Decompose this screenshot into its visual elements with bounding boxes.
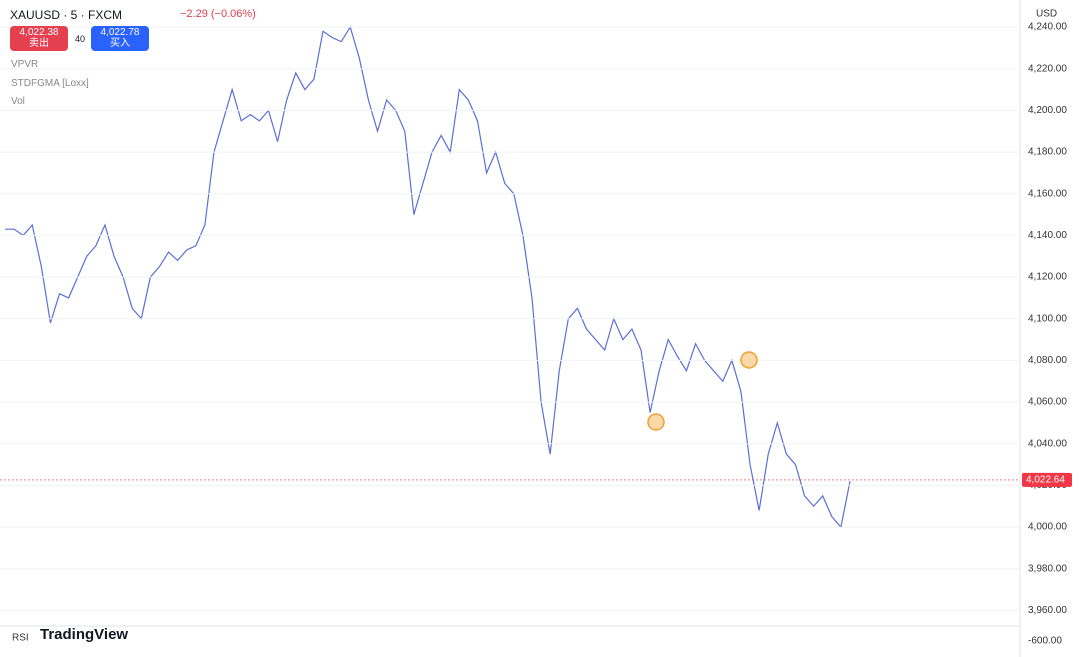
y-tick-label: 4,120.00 [1028, 272, 1067, 283]
symbol[interactable]: XAUUSD · 5 · FXCM [10, 8, 123, 22]
y-tick-label: 4,220.00 [1028, 63, 1067, 74]
y-tick-label: 4,140.00 [1028, 230, 1067, 241]
y-tick-label: 4,240.00 [1028, 22, 1067, 33]
last-price-box [1022, 472, 1072, 487]
indicator[interactable]: STDFGMA [Loxx] [11, 78, 89, 89]
last-price-label: 4,022.64 [1026, 475, 1065, 486]
indicator[interactable]: Vol [11, 96, 25, 107]
y-tick-label: 4,080.00 [1028, 355, 1067, 366]
sell-price: 4,022.38 [19, 27, 59, 38]
y-tick-label: 4,160.00 [1028, 188, 1067, 199]
price-line [5, 25, 851, 529]
y-tick-label: 4,180.00 [1028, 147, 1067, 158]
indicator[interactable]: VPVR [11, 59, 39, 70]
rsi-tick: -600.00 [1028, 636, 1062, 647]
y-tick-label: 4,100.00 [1028, 313, 1067, 324]
y-tick-label: 3,960.00 [1028, 605, 1067, 616]
rsi-label: RSI [12, 633, 29, 644]
y-tick-label: 4,040.00 [1028, 438, 1067, 449]
y-tick-label: 4,060.00 [1028, 397, 1067, 408]
drawing-marker [647, 413, 665, 431]
drawing-marker [740, 351, 758, 369]
spread: 40 [75, 34, 86, 44]
buy-button[interactable]: 4,022.78 买入 [91, 26, 149, 51]
y-tick-label: 4,200.00 [1028, 105, 1067, 116]
buy-price: 4,022.78 [100, 27, 140, 38]
change: −2.29 (−0.06%) [180, 8, 256, 20]
logo: TradingView [40, 626, 128, 643]
buy-label: 买入 [110, 38, 130, 49]
y-tick-label: 3,980.00 [1028, 563, 1067, 574]
sell-button[interactable]: 4,022.38 卖出 [10, 26, 68, 51]
sell-label: 卖出 [29, 38, 49, 49]
y-tick-label: 4,000.00 [1028, 522, 1067, 533]
currency[interactable]: USD [1036, 9, 1057, 20]
